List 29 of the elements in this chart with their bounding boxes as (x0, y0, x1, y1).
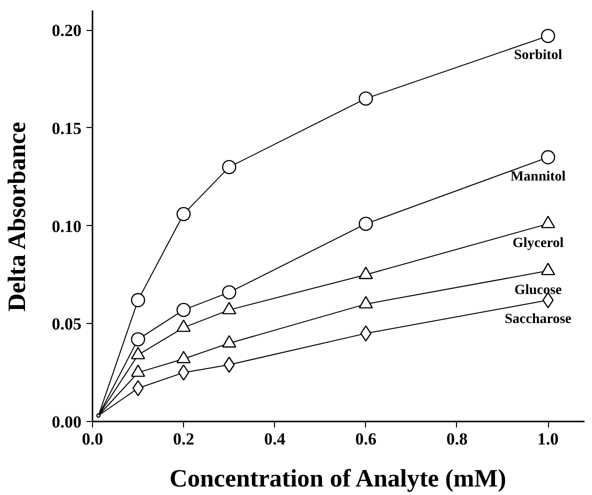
point (540, 28, 556, 44)
x-axis-title: Concentration of Analyte (mM) (169, 466, 506, 492)
x-tick-label: 1.0 (537, 430, 559, 448)
point (176, 302, 191, 318)
series-label: Glucose (514, 282, 562, 298)
point (358, 91, 373, 106)
y-tick-label: 0.10 (52, 216, 82, 236)
point (130, 332, 146, 346)
point (130, 293, 146, 308)
y-tick-label: 0.00 (52, 412, 82, 432)
point (540, 150, 556, 164)
series-label: Glycerol (512, 236, 564, 251)
y-tick-label: 0.05 (52, 314, 82, 334)
series-label: Saccharose (504, 312, 572, 328)
y-axis-title: Delta Absorbance (4, 122, 31, 312)
x-tick-label: 0.2 (172, 430, 194, 448)
y-tick-label: 0.20 (52, 21, 82, 40)
series-label: Mannitol (510, 169, 566, 184)
series-label: Sorbitol (514, 48, 562, 63)
x-tick-label: 0.6 (355, 430, 376, 448)
point (222, 160, 236, 174)
point (358, 216, 373, 231)
point (222, 285, 236, 300)
point (132, 380, 144, 396)
x-tick-label: 0.4 (264, 430, 286, 448)
point (176, 206, 191, 222)
y-tick-label: 0.15 (52, 118, 82, 138)
x-tick-label: 0.8 (446, 430, 468, 448)
x-tick-label: 0.0 (82, 430, 104, 448)
